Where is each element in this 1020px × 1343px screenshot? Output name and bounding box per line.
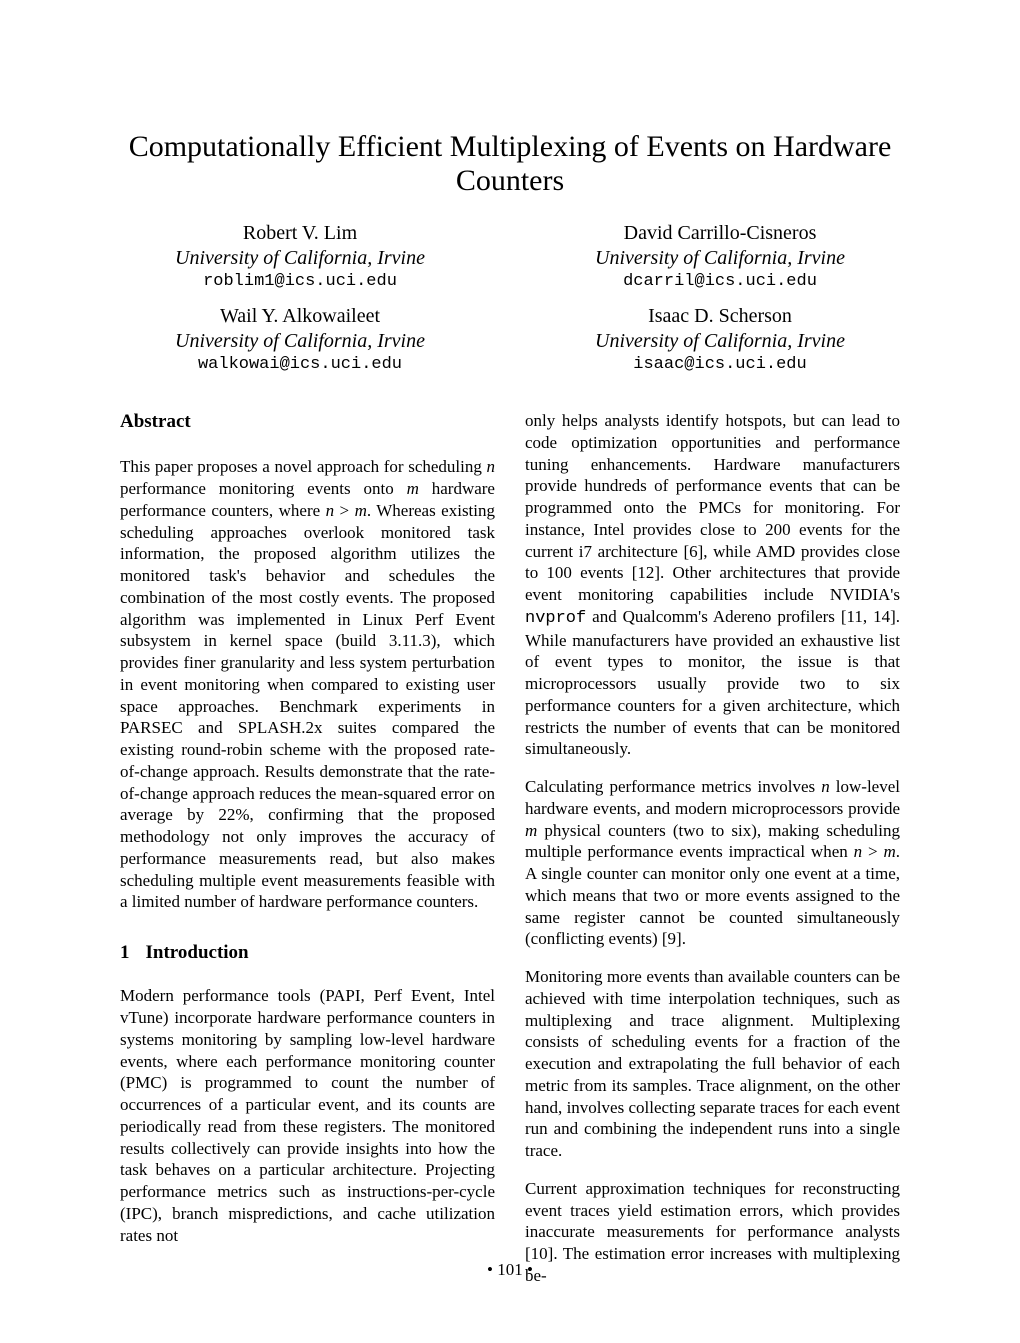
intro-paragraph-1: Modern performance tools (PAPI, Perf Eve…: [120, 985, 495, 1246]
author-block: Isaac D. Scherson University of Californ…: [560, 305, 880, 374]
col2-paragraph-1: only helps analysts identify hotspots, b…: [525, 410, 900, 760]
author-block: David Carrillo-Cisneros University of Ca…: [560, 222, 880, 291]
text-run: Calculating performance metrics involves…: [525, 777, 900, 948]
column-left: Abstract This paper proposes a novel app…: [120, 410, 495, 1303]
author-row-2: Wail Y. Alkowaileet University of Califo…: [120, 305, 900, 374]
section-number: 1: [120, 941, 130, 965]
author-email: roblim1@ics.uci.edu: [140, 272, 460, 291]
author-affiliation: University of California, Irvine: [560, 330, 880, 353]
page-number: 101: [497, 1260, 523, 1279]
page-footer: • 101 •: [0, 1260, 1020, 1280]
author-email: dcarril@ics.uci.edu: [560, 272, 880, 291]
author-affiliation: University of California, Irvine: [560, 247, 880, 270]
author-block: Robert V. Lim University of California, …: [140, 222, 460, 291]
author-row-1: Robert V. Lim University of California, …: [120, 222, 900, 291]
code-inline: nvprof: [525, 609, 586, 628]
column-right: only helps analysts identify hotspots, b…: [525, 410, 900, 1303]
author-email: walkowai@ics.uci.edu: [140, 355, 460, 374]
author-name: Robert V. Lim: [140, 222, 460, 245]
abstract-body: This paper proposes a novel approach for…: [120, 456, 495, 913]
author-email: isaac@ics.uci.edu: [560, 355, 880, 374]
author-name: Wail Y. Alkowaileet: [140, 305, 460, 328]
body-columns: Abstract This paper proposes a novel app…: [120, 410, 900, 1303]
paper-title: Computationally Efficient Multiplexing o…: [120, 130, 900, 198]
author-affiliation: University of California, Irvine: [140, 330, 460, 353]
author-affiliation: University of California, Irvine: [140, 247, 460, 270]
col2-paragraph-2: Calculating performance metrics involves…: [525, 776, 900, 950]
text-run: only helps analysts identify hotspots, b…: [525, 411, 900, 604]
author-block: Wail Y. Alkowaileet University of Califo…: [140, 305, 460, 374]
abstract-text: This paper proposes a novel approach for…: [120, 457, 495, 911]
text-run: and Qualcomm's Adereno profilers [11, 14…: [525, 607, 900, 759]
col2-paragraph-3: Monitoring more events than available co…: [525, 966, 900, 1162]
abstract-heading: Abstract: [120, 410, 495, 434]
author-name: David Carrillo-Cisneros: [560, 222, 880, 245]
section-heading: 1 Introduction: [120, 941, 495, 965]
section-title: Introduction: [146, 942, 249, 963]
page: Computationally Efficient Multiplexing o…: [0, 0, 1020, 1343]
author-name: Isaac D. Scherson: [560, 305, 880, 328]
